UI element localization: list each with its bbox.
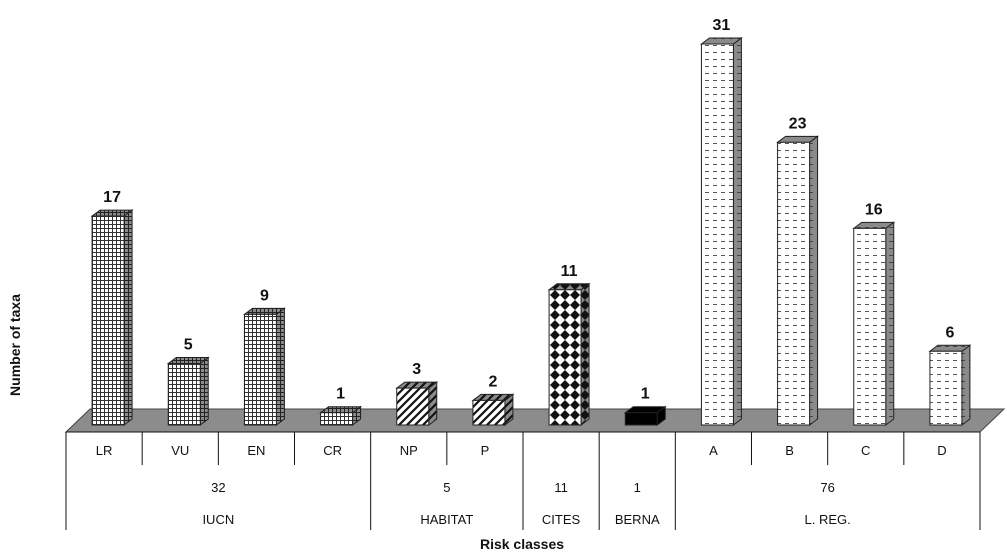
bar <box>395 381 439 426</box>
bar-top <box>471 393 515 401</box>
bar-top <box>166 357 210 365</box>
bar <box>852 221 896 426</box>
bar-side <box>961 344 971 426</box>
bar-front <box>167 363 201 426</box>
bar-front <box>396 387 430 426</box>
group-total-label: 32 <box>211 480 225 495</box>
bar-top <box>852 221 896 229</box>
bar <box>776 135 820 426</box>
bar <box>166 356 210 426</box>
category-tick-label: P <box>481 443 490 458</box>
category-tick-label: A <box>709 443 718 458</box>
group-total-label: 11 <box>554 480 568 495</box>
bar-top <box>242 307 286 315</box>
group-total-label: 5 <box>443 480 450 495</box>
bar-value-label: 3 <box>412 361 421 378</box>
bar-side <box>123 209 133 427</box>
bar-side <box>199 356 209 426</box>
bar-side <box>809 135 819 426</box>
bar-side <box>732 37 742 426</box>
group-name-label: BERNA <box>615 512 660 527</box>
group-total-label: 1 <box>634 480 641 495</box>
bar <box>623 405 667 426</box>
category-tick-label: VU <box>171 443 189 458</box>
bar-top <box>90 209 134 217</box>
bar <box>547 282 591 426</box>
group-name-label: HABITAT <box>420 512 473 527</box>
bar-value-label: 17 <box>103 189 121 206</box>
bar <box>90 209 134 427</box>
bar-value-label: 1 <box>641 386 650 403</box>
bar <box>471 393 515 426</box>
group-name-label: L. REG. <box>805 512 851 527</box>
bar-top <box>547 283 591 291</box>
bar-value-label: 31 <box>713 17 731 34</box>
bar-front <box>243 313 277 426</box>
category-tick-label: C <box>861 443 870 458</box>
bar-front <box>777 141 811 426</box>
bar-front <box>929 350 963 426</box>
bar-value-label: 9 <box>260 287 269 304</box>
bar-front <box>91 215 125 426</box>
category-tick-label: CR <box>323 443 342 458</box>
bar-value-label: 16 <box>865 201 883 218</box>
bar-value-label: 6 <box>945 324 954 341</box>
bar <box>319 405 363 426</box>
bar <box>699 37 743 426</box>
bar-top <box>699 37 743 45</box>
bar-top <box>928 344 972 352</box>
bar-side <box>275 307 285 426</box>
bar-front <box>548 289 582 426</box>
bar-side <box>580 282 590 426</box>
bar <box>242 307 286 426</box>
group-total-label: 76 <box>820 480 834 495</box>
group-name-label: IUCN <box>202 512 234 527</box>
bar-value-label: 2 <box>488 373 497 390</box>
bar-value-label: 23 <box>789 115 807 132</box>
bar-value-label: 5 <box>184 337 193 354</box>
category-tick-label: NP <box>400 443 418 458</box>
category-tick-label: B <box>785 443 794 458</box>
bar-top <box>319 406 363 414</box>
bar-front <box>320 412 354 426</box>
bar-side <box>885 221 895 426</box>
bar-top <box>776 135 820 143</box>
bar-front <box>700 43 734 426</box>
y-axis-title: Number of taxa <box>7 294 23 396</box>
x-axis-title: Risk classes <box>480 536 564 552</box>
bar-top <box>623 406 667 414</box>
bar-top <box>395 381 439 389</box>
bars <box>90 37 972 427</box>
bar-side <box>428 381 438 426</box>
bar-value-label: 11 <box>561 263 578 280</box>
bar-front <box>853 227 887 426</box>
category-tick-label: D <box>937 443 946 458</box>
bar-front <box>624 412 658 426</box>
bar-value-label: 1 <box>336 386 345 403</box>
group-name-label: CITES <box>542 512 581 527</box>
category-axis: LR VU EN CR NP P A B C D 32 IUCN 5 HABITAT 11 CITES 1 BER… <box>65 431 981 530</box>
bar <box>928 344 972 426</box>
category-tick-label: LR <box>96 443 113 458</box>
bar-front <box>472 399 506 426</box>
category-tick-label: EN <box>247 443 265 458</box>
